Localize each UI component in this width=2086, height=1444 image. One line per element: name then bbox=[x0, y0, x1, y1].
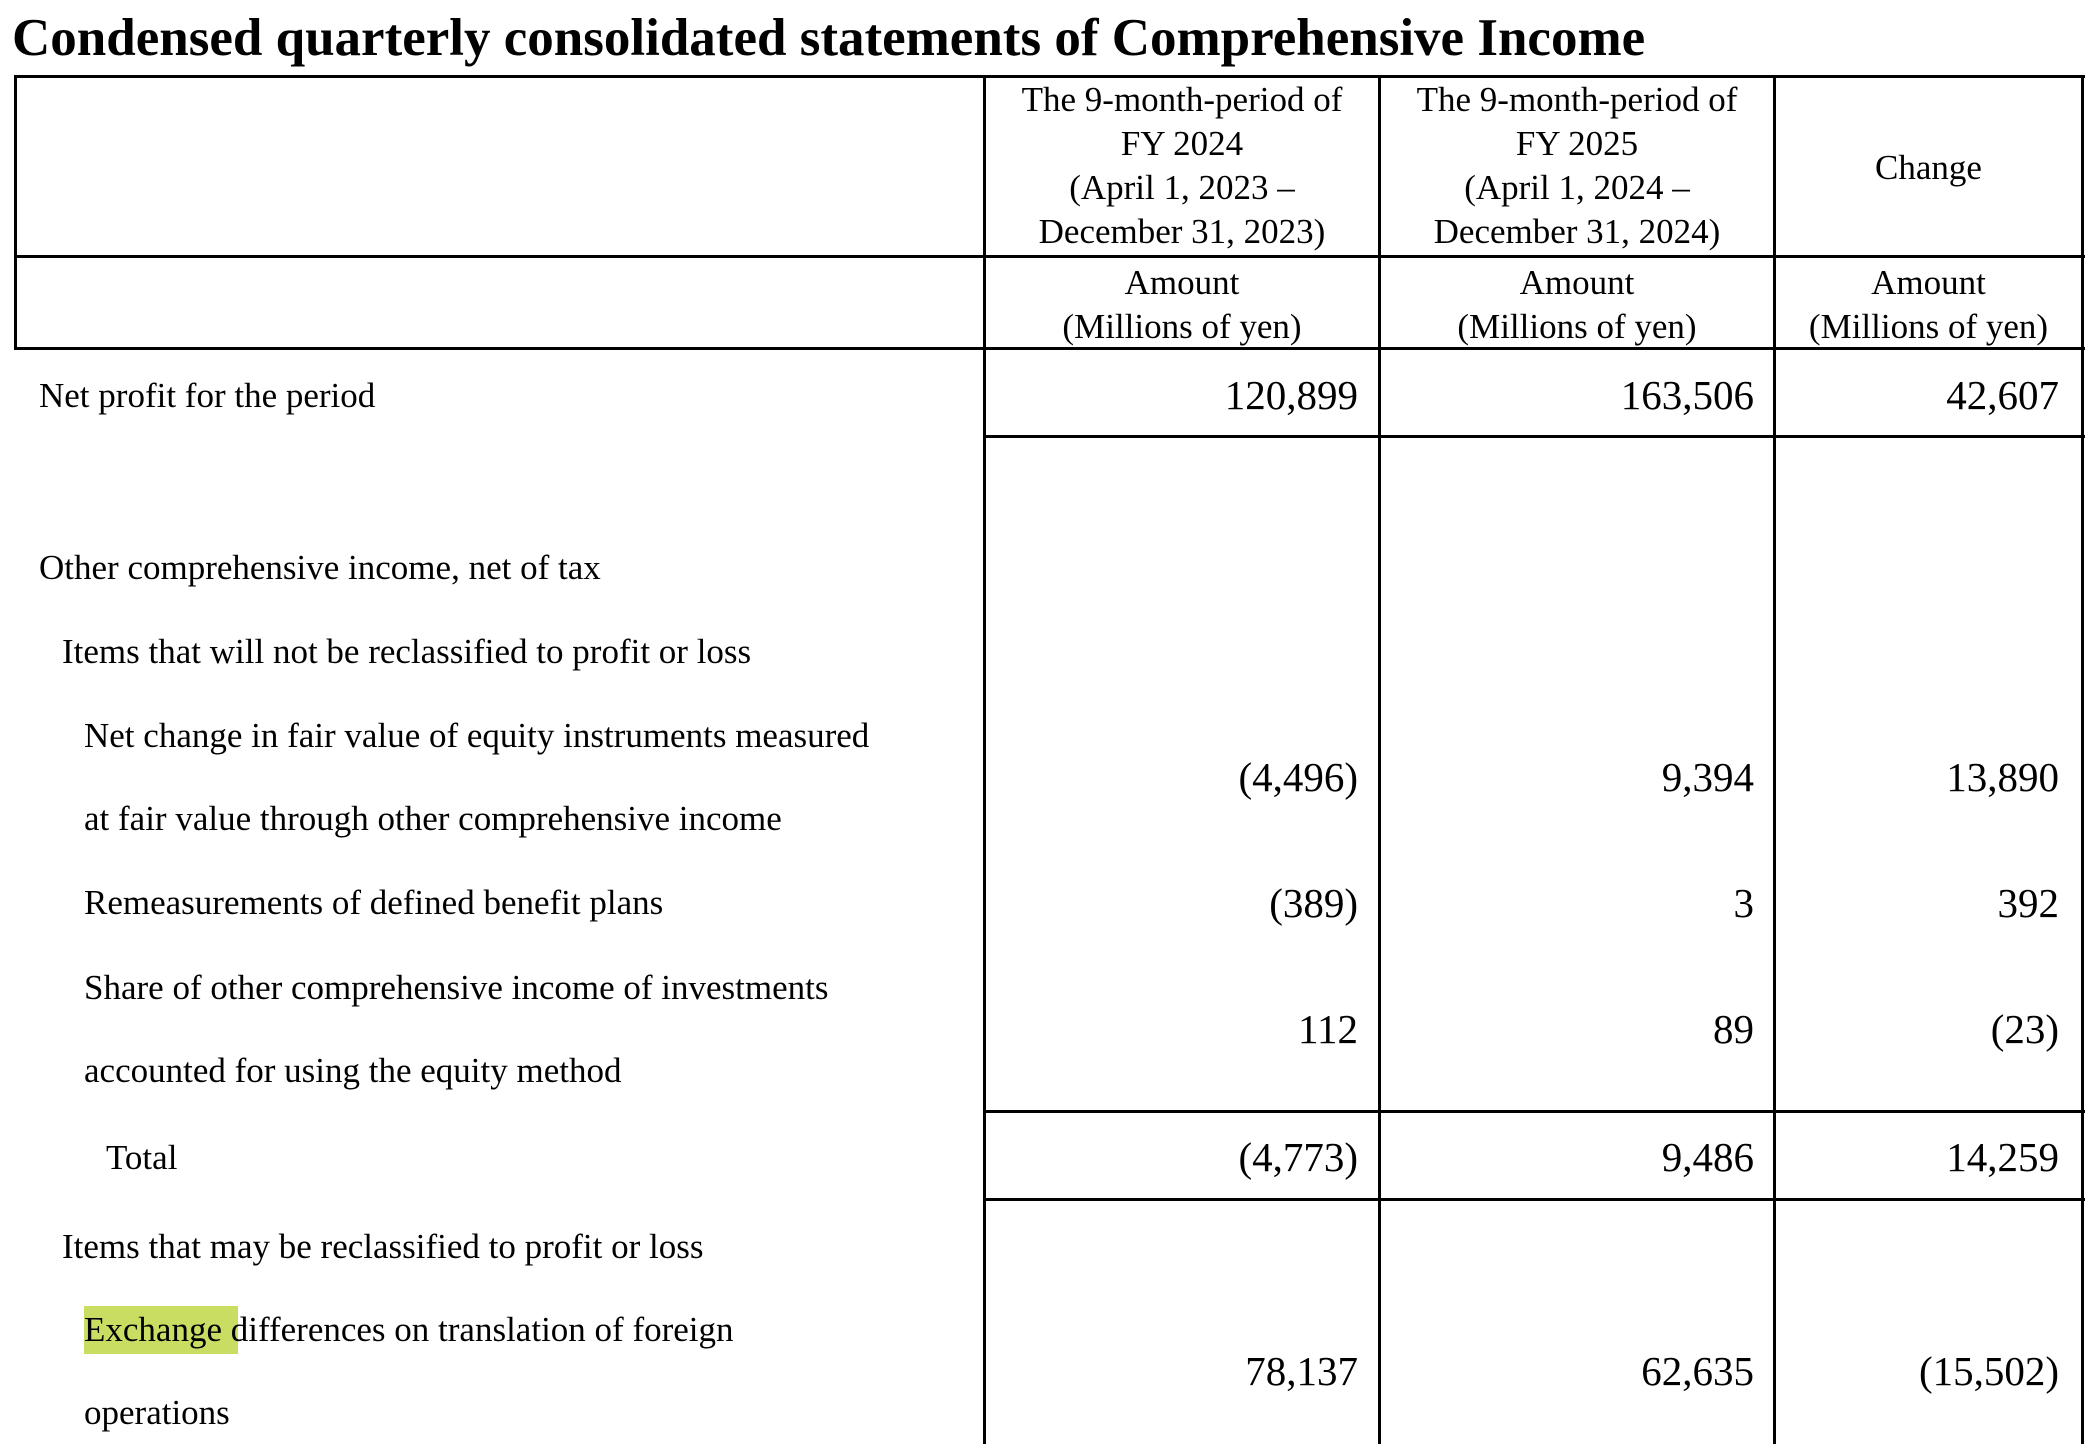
value-remeasurements-change: 392 bbox=[1997, 880, 2060, 926]
total-bottom-rule bbox=[983, 1198, 2085, 1201]
value-net-profit-fy2025: 163,506 bbox=[1620, 372, 1754, 418]
row-label-total: Total bbox=[106, 1138, 178, 1177]
value-net-profit-change: 42,607 bbox=[1946, 372, 2059, 418]
row-label-share-oci-cont: accounted for using the equity method bbox=[84, 1051, 622, 1090]
unit-label: Amount bbox=[1124, 263, 1240, 302]
header-fy2024-line: December 31, 2023) bbox=[1038, 212, 1326, 251]
value-exchange-fy2024: 78,137 bbox=[1245, 1348, 1358, 1394]
header-fy2024: The 9-month-period of FY 2024 (April 1, … bbox=[986, 78, 1378, 254]
unit-label: (Millions of yen) bbox=[1457, 307, 1697, 346]
value-total-fy2024: (4,773) bbox=[1238, 1134, 1358, 1180]
value-net-profit-fy2024: 120,899 bbox=[1224, 372, 1358, 418]
value-share-oci-fy2024: 112 bbox=[1298, 1006, 1358, 1052]
text-highlight bbox=[84, 1306, 238, 1354]
header-fy2025-line: FY 2025 bbox=[1515, 124, 1639, 163]
page-title: Condensed quarterly consolidated stateme… bbox=[12, 9, 1646, 67]
unit-label: Amount bbox=[1519, 263, 1635, 302]
highlighted-word: Exchange bbox=[84, 1310, 222, 1349]
value-remeasurements-fy2024: (389) bbox=[1269, 880, 1358, 926]
column-divider-1 bbox=[983, 75, 986, 1444]
header-bottom-rule bbox=[14, 347, 2085, 350]
header-fy2024-line: (April 1, 2023 – bbox=[1069, 168, 1295, 207]
value-fair-value-fy2024: (4,496) bbox=[1238, 754, 1358, 800]
total-top-rule bbox=[983, 1110, 2085, 1113]
row-label-not-reclassified: Items that will not be reclassified to p… bbox=[62, 632, 752, 671]
table-border-top bbox=[14, 75, 2085, 78]
value-remeasurements-fy2025: 3 bbox=[1733, 880, 1755, 926]
header-fy2024-line: The 9-month-period of bbox=[1021, 80, 1343, 119]
unit-label: Amount bbox=[1871, 263, 1986, 302]
row-label-may-reclassify: Items that may be reclassified to profit… bbox=[62, 1227, 704, 1266]
table-border-right bbox=[2081, 75, 2084, 1444]
value-exchange-fy2025: 62,635 bbox=[1641, 1348, 1754, 1394]
header-fy2025-line: The 9-month-period of bbox=[1416, 80, 1738, 119]
value-total-fy2025: 9,486 bbox=[1661, 1134, 1754, 1180]
unit-header-fy2025: Amount (Millions of yen) bbox=[1381, 261, 1773, 349]
value-fair-value-fy2025: 9,394 bbox=[1661, 754, 1754, 800]
value-total-change: 14,259 bbox=[1946, 1134, 2059, 1180]
column-divider-3 bbox=[1773, 75, 1776, 1444]
row-label-fair-value: Net change in fair value of equity instr… bbox=[84, 716, 870, 755]
header-fy2025-line: (April 1, 2024 – bbox=[1464, 168, 1690, 207]
unit-label: (Millions of yen) bbox=[1808, 307, 2049, 346]
table-border-left bbox=[14, 75, 17, 350]
header-fy2025-line: December 31, 2024) bbox=[1433, 212, 1721, 251]
value-share-oci-fy2025: 89 bbox=[1713, 1006, 1754, 1052]
unit-label: (Millions of yen) bbox=[1062, 307, 1302, 346]
unit-header-change: Amount (Millions of yen) bbox=[1776, 261, 2081, 349]
row-label-oci: Other comprehensive income, net of tax bbox=[39, 548, 601, 587]
row-label-share-oci: Share of other comprehensive income of i… bbox=[84, 968, 829, 1007]
header-fy2025: The 9-month-period of FY 2025 (April 1, … bbox=[1381, 78, 1773, 254]
row-label-exchange-rest: differences on translation of foreign bbox=[221, 1310, 734, 1349]
value-fair-value-change: 13,890 bbox=[1946, 754, 2059, 800]
value-share-oci-change: (23) bbox=[1990, 1006, 2059, 1052]
header-change: Change bbox=[1875, 148, 1982, 187]
header-divider bbox=[14, 255, 2085, 258]
row-label-exchange-cont: operations bbox=[84, 1393, 230, 1432]
row-label-net-profit: Net profit for the period bbox=[39, 376, 376, 415]
column-divider-2 bbox=[1378, 75, 1381, 1444]
net-profit-rule bbox=[983, 435, 2085, 438]
value-exchange-change: (15,502) bbox=[1918, 1348, 2059, 1394]
row-label-remeasurements: Remeasurements of defined benefit plans bbox=[84, 883, 664, 922]
row-label-fair-value-cont: at fair value through other comprehensiv… bbox=[84, 799, 782, 838]
unit-header-fy2024: Amount (Millions of yen) bbox=[986, 261, 1378, 349]
header-fy2024-line: FY 2024 bbox=[1120, 124, 1244, 163]
row-label-exchange: Exchange differences on translation of f… bbox=[84, 1308, 734, 1352]
